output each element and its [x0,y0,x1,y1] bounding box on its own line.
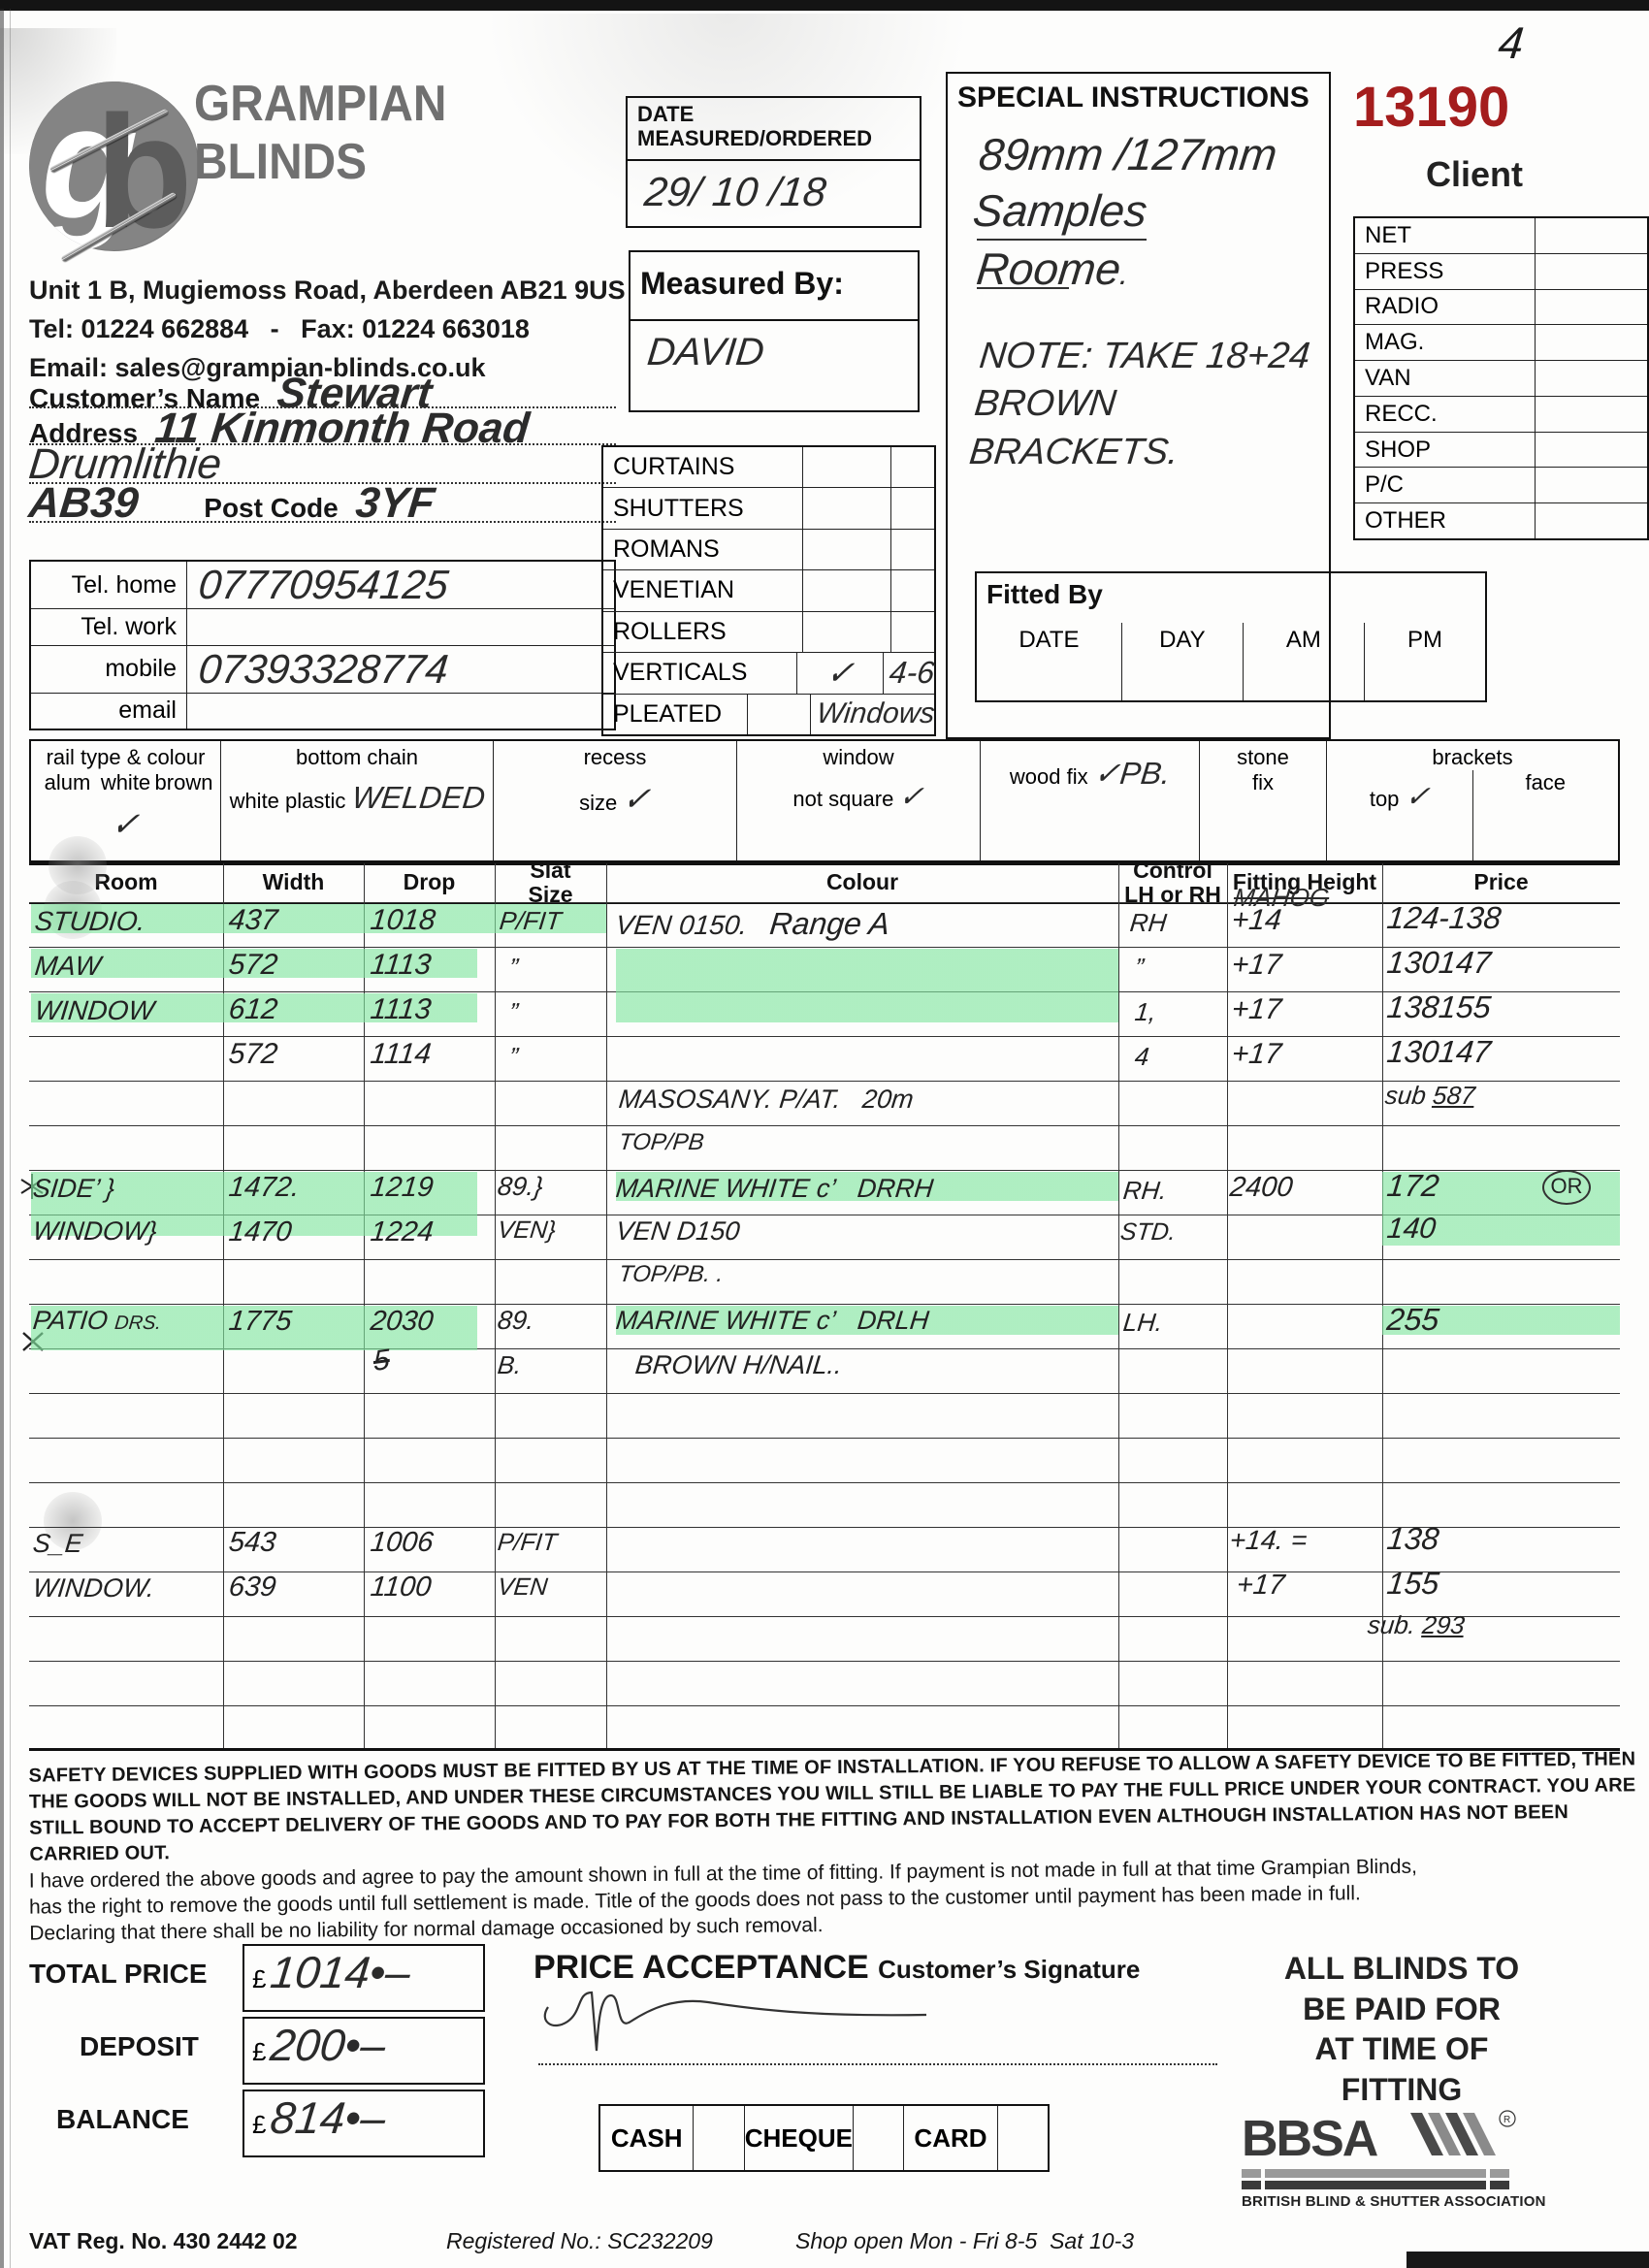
svg-text:R: R [1504,2115,1510,2125]
svg-text:BBSA: BBSA [1242,2111,1378,2167]
svg-text:BRITISH BLIND & SHUTTER ASSOCI: BRITISH BLIND & SHUTTER ASSOCIATION [1242,2193,1546,2210]
svg-text:b: b [95,82,193,251]
